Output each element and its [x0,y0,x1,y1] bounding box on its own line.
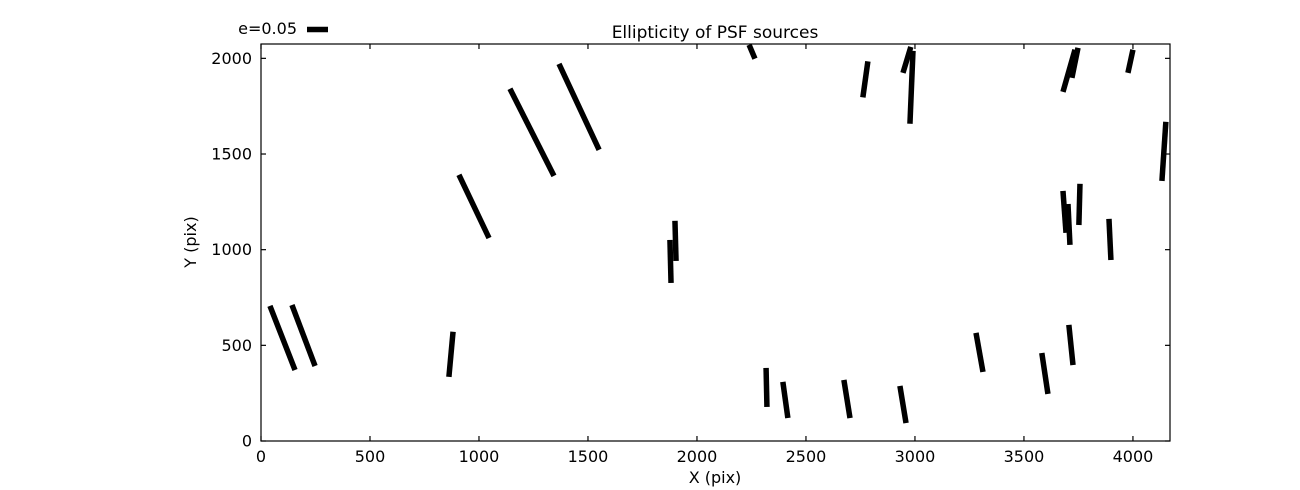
legend-label: e=0.05 [238,19,297,38]
x-axis-label: X (pix) [689,468,742,487]
ellipticity-stick [1039,352,1051,395]
ellipticity-stick [1069,47,1081,79]
plot-frame [260,43,1171,442]
ellipticity-stick [763,367,770,408]
x-tick-label: 1000 [459,447,500,466]
ellipticity-stick [1076,183,1083,226]
y-tick-label: 2000 [211,49,252,68]
ellipticity-stick [507,87,557,178]
x-tick-label: 3000 [895,447,936,466]
ellipticity-stick [667,239,674,284]
y-tick-labels: 0 500 1000 1500 2000 [211,49,252,451]
plot-title: Ellipticity of PSF sources [612,23,819,43]
ellipticity-sticks [267,44,1169,424]
ellipticity-stick [1066,324,1076,366]
ellipticity-stick [1125,49,1136,74]
ellipticity-stick [746,44,758,60]
legend: e=0.05 [238,19,328,38]
x-tick-label: 3500 [1004,447,1045,466]
ellipticity-stick [289,303,318,367]
ellipticity-stick [1060,190,1069,234]
ellipticity-stick [1060,48,1078,93]
y-tick-label: 1000 [211,240,252,259]
x-tick-label: 4000 [1113,447,1154,466]
x-tick-label: 0 [256,447,266,466]
ellipticity-stick [1159,121,1169,182]
y-tick-label: 0 [242,432,252,451]
ellipticity-stick [267,304,298,372]
ellipticity-stick [672,220,679,262]
x-tick-label: 2000 [677,447,718,466]
ellipticity-stick [907,50,916,124]
y-tick-label: 1500 [211,145,252,164]
ellipticity-stick [456,173,492,240]
x-tick-label: 500 [355,447,386,466]
ellipticity-stick [841,379,853,419]
x-tick-label: 1500 [568,447,609,466]
ellipticity-stick [860,61,871,98]
axis-ticks [260,44,1170,442]
ellipticity-stick [1106,218,1114,261]
x-tick-labels: 0 500 1000 1500 2000 2500 3000 3500 4000 [256,447,1153,466]
ellipticity-stick [446,331,456,378]
ellipticity-stick [900,46,914,74]
ellipticity-stick [1065,203,1073,246]
ellipticity-stick [780,381,791,419]
x-tick-label: 2500 [786,447,827,466]
ellipticity-stick [556,62,602,151]
ellipticity-stick [973,332,986,373]
y-tick-label: 500 [221,336,252,355]
ellipticity-stick [897,385,909,424]
y-axis-label: Y (pix) [181,216,200,268]
